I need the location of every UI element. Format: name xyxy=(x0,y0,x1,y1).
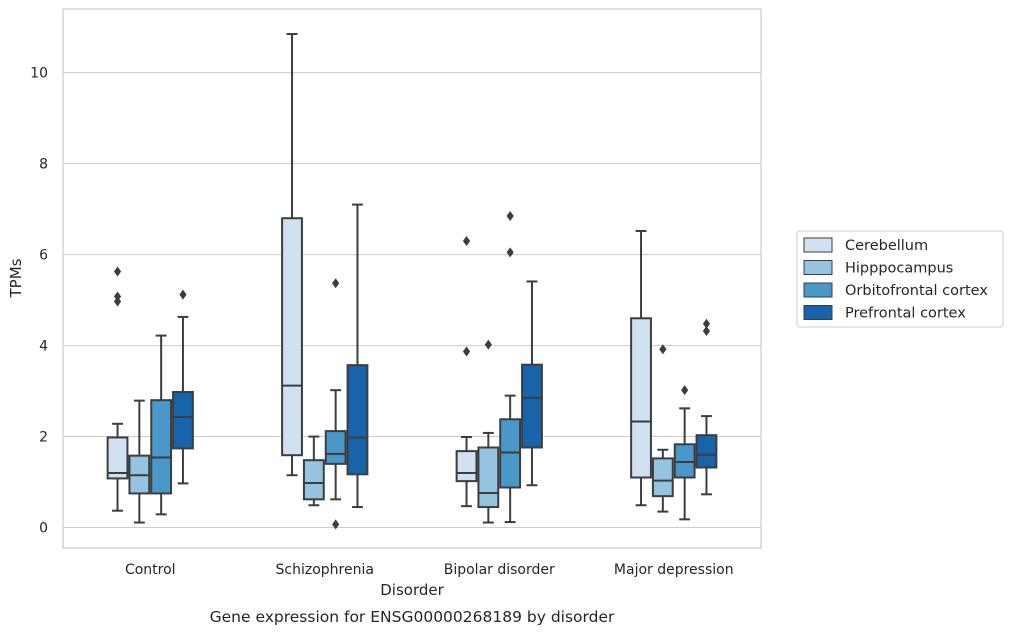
legend-label: Cerebellum xyxy=(845,238,928,254)
y-axis-label: TPMs xyxy=(7,258,25,298)
box xyxy=(106,266,129,512)
box xyxy=(521,280,543,487)
box xyxy=(346,203,369,509)
box xyxy=(477,339,500,524)
outlier-point xyxy=(332,278,340,289)
outlier-point xyxy=(113,266,122,277)
outlier-point xyxy=(113,296,122,307)
box-body xyxy=(477,446,500,509)
box xyxy=(455,235,478,508)
box-body xyxy=(521,363,543,449)
y-tick-label: 8 xyxy=(39,157,48,173)
box-body xyxy=(651,457,674,498)
y-tick-label: 6 xyxy=(39,248,48,264)
box-body xyxy=(455,450,478,483)
box-body xyxy=(172,390,194,450)
box-body xyxy=(281,217,303,457)
outlier-point xyxy=(179,289,187,300)
box xyxy=(630,229,652,507)
legend: Cerebellum Hipppocampus Orbitofrontal cort… xyxy=(796,230,1004,328)
box xyxy=(324,278,347,530)
y-tick-label: 2 xyxy=(39,430,48,446)
outlier-point xyxy=(484,339,492,350)
box xyxy=(150,334,173,516)
legend-swatch xyxy=(803,237,833,253)
x-tick-label: Schizophrenia xyxy=(276,562,374,578)
plot-frame xyxy=(62,8,762,549)
box xyxy=(499,210,522,524)
box-body xyxy=(302,459,325,501)
x-tick-label: Control xyxy=(125,562,176,578)
box xyxy=(172,289,194,485)
outlier-point xyxy=(113,291,122,302)
x-axis-label: Disorder xyxy=(380,581,444,599)
y-tick-label: 4 xyxy=(39,339,48,355)
box-body xyxy=(106,436,129,480)
chart-caption: Gene expression for ENSG00000268189 by d… xyxy=(210,608,615,626)
y-tick-labels: 0 2 4 6 8 10 xyxy=(30,66,48,537)
legend-swatch xyxy=(803,305,833,320)
outlier-point xyxy=(702,318,711,329)
y-tick-label: 10 xyxy=(30,66,48,82)
box xyxy=(302,435,325,507)
outlier-point xyxy=(702,326,711,337)
legend-frame xyxy=(796,230,1004,328)
box-body xyxy=(346,364,369,476)
x-tick-labels: Control Schizophrenia Bipolar disorder Majo… xyxy=(125,562,734,578)
outlier-point xyxy=(462,346,471,357)
box-body xyxy=(695,434,718,469)
outlier-point xyxy=(462,235,471,246)
outlier-point xyxy=(506,247,514,258)
y-tick-label: 0 xyxy=(39,521,48,537)
box xyxy=(695,318,718,496)
box-body xyxy=(324,430,347,465)
legend-label: Orbitofrontal cortex xyxy=(845,283,988,299)
box-series xyxy=(106,33,718,530)
box-body xyxy=(150,399,173,495)
legend-label: Hipppocampus xyxy=(845,261,953,277)
box xyxy=(651,344,674,513)
legend-label: Prefrontal cortex xyxy=(845,306,966,322)
x-tick-label: Major depression xyxy=(614,562,734,578)
box xyxy=(128,399,151,524)
outlier-point xyxy=(506,210,514,221)
box xyxy=(673,385,696,521)
box xyxy=(281,33,303,477)
outlier-point xyxy=(659,344,667,355)
box-body xyxy=(673,443,696,479)
outlier-point xyxy=(681,385,689,396)
legend-swatch xyxy=(803,282,833,298)
x-tick-label: Bipolar disorder xyxy=(444,562,555,578)
legend-swatch xyxy=(803,260,833,275)
box-body xyxy=(630,317,652,479)
outlier-point xyxy=(332,519,340,530)
